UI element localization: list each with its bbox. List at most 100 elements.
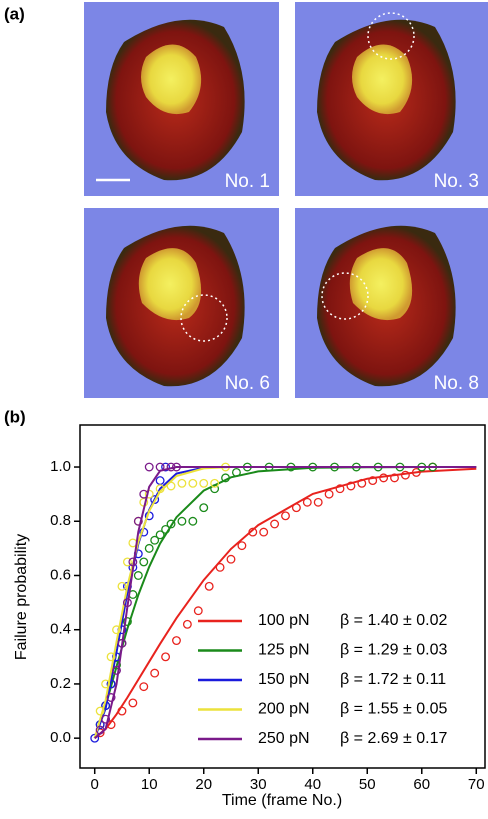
data-point [368, 476, 378, 486]
data-point [155, 530, 165, 540]
data-point [199, 478, 209, 488]
data-point [281, 511, 290, 521]
data-point [122, 598, 132, 608]
data-point [106, 693, 116, 702]
data-point [155, 462, 165, 472]
data-point [379, 473, 389, 483]
data-point [390, 473, 399, 483]
data-point [144, 462, 154, 472]
legend-annotation: β = 1.55 ± 0.05 [340, 701, 447, 718]
data-point [411, 468, 421, 477]
data-point [248, 527, 258, 537]
y-tick-label: 0.8 [50, 512, 71, 529]
x-tick-label: 50 [359, 776, 376, 793]
x-axis-title: Time (frame No.) [222, 792, 342, 809]
data-point [172, 462, 181, 472]
data-point [161, 652, 171, 662]
legend-annotation: β = 1.29 ± 0.03 [340, 642, 447, 659]
afm-image: No. 1 [84, 2, 279, 196]
afm-image: No. 6 [84, 208, 279, 398]
data-point [101, 679, 111, 689]
data-point [95, 706, 105, 716]
data-point [346, 481, 356, 491]
data-point [128, 698, 138, 708]
x-tick-label: 40 [304, 776, 321, 793]
data-point [172, 636, 181, 646]
legend-annotation: β = 1.40 ± 0.02 [340, 612, 447, 629]
data-point [161, 462, 171, 472]
data-point [133, 516, 143, 526]
panel-label: (a) [4, 4, 25, 23]
data-point [193, 606, 203, 616]
x-tick-label: 60 [413, 776, 430, 793]
panel-label: (b) [4, 407, 26, 426]
x-tick-label: 70 [468, 776, 485, 793]
data-point [226, 554, 236, 564]
data-point [177, 478, 187, 488]
data-point [215, 562, 225, 572]
data-point [117, 581, 127, 591]
data-point [182, 619, 192, 629]
legend-label: 200 pN [258, 701, 310, 718]
fit-line [93, 466, 477, 739]
afm-image: No. 8 [295, 208, 488, 398]
x-tick-label: 0 [91, 776, 99, 793]
data-point [144, 543, 154, 553]
data-point [112, 665, 121, 675]
x-tick-label: 20 [195, 776, 212, 793]
data-point [150, 668, 160, 678]
data-point [221, 473, 230, 483]
data-point [188, 516, 198, 526]
data-point [270, 519, 280, 529]
data-point [95, 725, 105, 735]
data-point [117, 638, 127, 648]
data-point [133, 571, 143, 580]
data-point [199, 503, 209, 513]
legend-label: 250 pN [258, 730, 310, 747]
y-tick-label: 0.4 [50, 621, 71, 638]
y-tick-label: 0.2 [50, 675, 71, 692]
legend-annotation: β = 2.69 ± 0.17 [340, 730, 447, 747]
data-point [177, 516, 187, 526]
data-point [313, 497, 323, 507]
data-point [231, 468, 241, 477]
data-point [112, 625, 121, 635]
data-point [139, 557, 149, 567]
data-point [122, 557, 132, 567]
legend-label: 150 pN [258, 671, 310, 688]
legend-label: 125 pN [258, 642, 310, 659]
data-point [400, 470, 410, 480]
data-point [324, 489, 334, 499]
data-point [302, 497, 312, 507]
data-point [106, 679, 116, 689]
y-tick-label: 1.0 [50, 458, 71, 475]
fit-line [94, 466, 477, 739]
y-tick-label: 0.6 [50, 566, 71, 583]
data-point [204, 581, 214, 591]
data-point [291, 503, 301, 513]
image-label: No. 3 [434, 171, 479, 192]
data-point [166, 462, 176, 472]
image-label: No. 1 [225, 171, 270, 192]
fit-line [94, 467, 477, 739]
y-axis-title: Failure probability [13, 534, 30, 660]
data-point [210, 478, 220, 488]
data-point [335, 484, 345, 494]
data-point [166, 481, 176, 491]
legend-annotation: β = 1.72 ± 0.11 [340, 671, 446, 688]
data-point [188, 478, 198, 488]
data-point [150, 495, 160, 505]
x-tick-label: 30 [250, 776, 267, 793]
data-point [150, 535, 160, 545]
y-tick-label: 0.0 [50, 729, 71, 746]
data-point [101, 714, 111, 724]
data-point [155, 484, 165, 494]
data-point [139, 682, 149, 692]
data-point [210, 484, 220, 494]
data-point [117, 706, 127, 716]
image-label: No. 8 [434, 373, 479, 394]
data-point [166, 519, 176, 529]
data-point [122, 617, 132, 627]
image-label: No. 6 [225, 373, 270, 394]
